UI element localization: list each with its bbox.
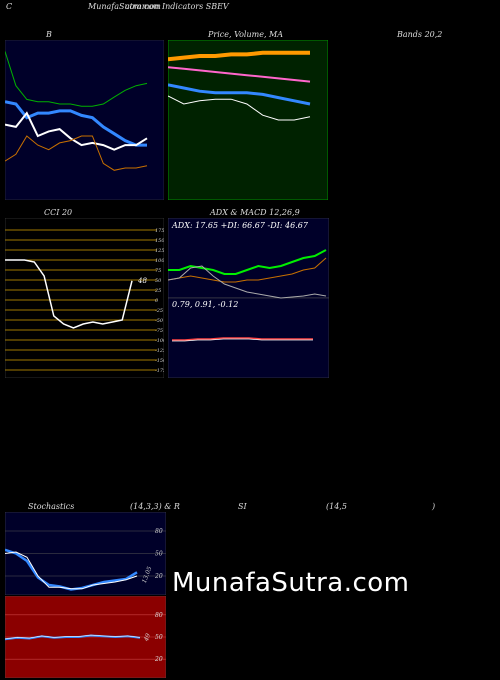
adx-line — [168, 265, 327, 299]
ma-long-line — [168, 50, 310, 62]
rsi-params: (14,5 — [326, 502, 347, 511]
bollinger-bg — [5, 40, 164, 200]
adx-macd-chart: ADX: 17.65 +DI: 66.67 -DI: 46.67 0.79, 0… — [168, 218, 329, 378]
adx-title: ADX & MACD 12,26,9 — [210, 208, 300, 217]
cci-tick-label: -100 — [155, 338, 164, 344]
cci-tick-label: 125 — [155, 248, 164, 254]
rsi-tick-label: 50 — [155, 634, 163, 641]
rsi-line — [5, 634, 141, 641]
price-line — [5, 111, 148, 151]
cci-tick-label: -50 — [155, 318, 164, 324]
page-subtitle: common Indicators SBEV — [125, 2, 229, 11]
c-label: C — [6, 2, 13, 11]
stoch-tick-label: 80 — [155, 528, 163, 535]
watermark: MunafaSutra.com — [172, 568, 410, 598]
cci-bg — [5, 218, 164, 378]
ma-mid-line — [168, 66, 311, 83]
rsi-tick-label: 20 — [154, 656, 163, 663]
cci-last-label: 48 — [137, 277, 147, 285]
rsi-last-label: 49 — [143, 632, 153, 643]
rsi-tick-label: 80 — [155, 612, 163, 619]
adx-values: ADX: 17.65 +DI: 66.67 -DI: 46.67 — [171, 221, 309, 230]
price-chart — [168, 40, 328, 200]
bollinger-chart — [5, 40, 164, 200]
cci-tick-label: -75 — [155, 328, 163, 334]
cci-tick-label: -25 — [155, 308, 163, 314]
ma-short-line — [168, 83, 311, 106]
cci-tick-label: 100 — [155, 258, 164, 264]
stoch-k-line — [5, 551, 138, 590]
rsi-chart: 80 50 20 49 — [5, 596, 166, 678]
cci-tick-label: 25 — [154, 288, 161, 294]
macd-values: 0.79, 0.91, -0.12 — [172, 300, 238, 309]
price-title: Price, Volume, MA — [208, 30, 284, 39]
minus-di-line — [168, 257, 327, 283]
bb-title: B — [46, 30, 52, 39]
close-price-line — [168, 95, 311, 121]
macd-line — [172, 337, 313, 341]
site-title: MunafaSutra.com — [88, 2, 161, 11]
rsi-si: SI — [238, 502, 247, 511]
stoch-title: Stochastics — [28, 502, 75, 511]
lower-band-line — [5, 135, 148, 171]
rsi-signal-line — [5, 634, 141, 640]
bands-label: Bands 20,2 — [397, 30, 443, 39]
price-bg — [168, 40, 328, 200]
upper-band-line — [5, 51, 148, 107]
stoch-params: (14,3,3) & R — [130, 502, 180, 511]
cci-tick-label: 0 — [155, 298, 159, 304]
cci-chart: 175 150 125 100 75 50 25 0 -25 -50 -75 -100 -125 -150… — [5, 218, 164, 378]
rsi-close: ) — [432, 502, 436, 511]
cci-tick-label: 50 — [155, 278, 162, 284]
cci-line — [5, 259, 133, 329]
stoch-tick-label: 50 — [155, 551, 163, 558]
stoch-d-line — [5, 548, 138, 591]
cci-tick-label: -125 — [155, 348, 164, 354]
signal-line — [172, 338, 313, 342]
cci-tick-label: 175 — [155, 228, 164, 234]
plus-di-line — [168, 249, 327, 275]
stoch-tick-label: 20 — [154, 573, 163, 580]
cci-tick-label: 75 — [155, 268, 161, 274]
cci-tick-label: -175 — [155, 368, 164, 374]
cci-tick-label: 150 — [155, 238, 164, 244]
cci-title: CCI 20 — [44, 208, 73, 217]
cci-tick-label: -150 — [155, 358, 164, 364]
